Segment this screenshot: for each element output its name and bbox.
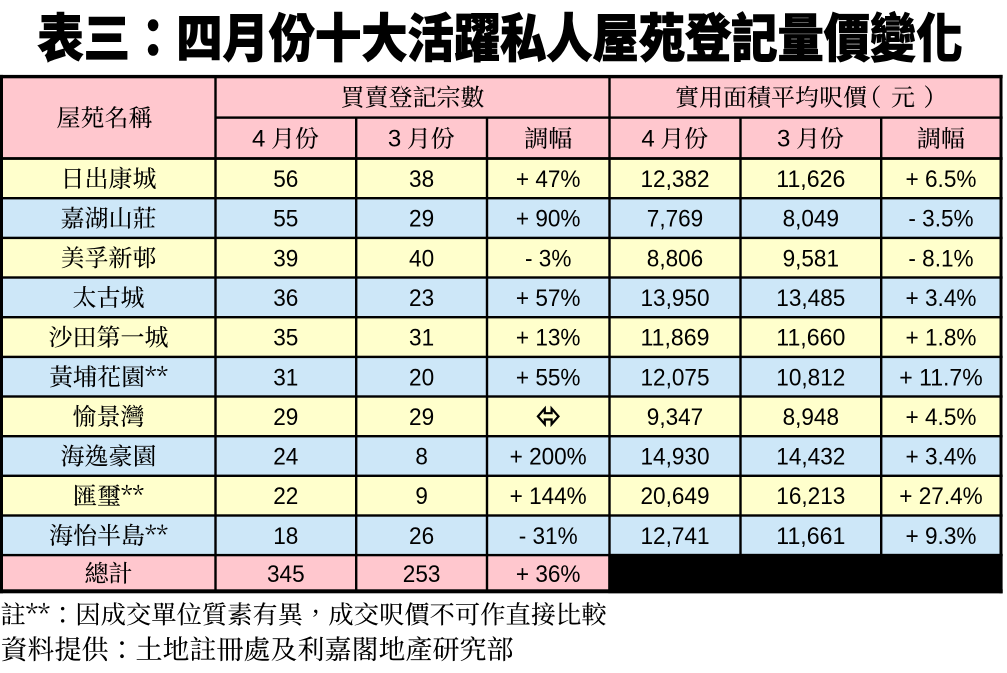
svg-text:55: 55 [273, 206, 298, 233]
svg-text:8,806: 8,806 [647, 245, 703, 272]
svg-text:+ 27.4%: + 27.4% [899, 483, 982, 510]
svg-text:18: 18 [273, 523, 298, 550]
svg-text:3: 3 [388, 125, 401, 152]
svg-text:9,581: 9,581 [783, 245, 839, 272]
svg-text:11,661: 11,661 [776, 523, 845, 550]
svg-text:24: 24 [273, 444, 298, 471]
svg-text:56: 56 [273, 166, 298, 193]
svg-text:10,812: 10,812 [776, 364, 845, 391]
svg-text:+ 13%: + 13% [516, 325, 581, 352]
svg-text:13,950: 13,950 [641, 285, 710, 312]
svg-text:12,741: 12,741 [641, 523, 710, 550]
svg-text:12,075: 12,075 [641, 364, 710, 391]
svg-text:35: 35 [273, 325, 298, 352]
svg-text:+ 55%: + 55% [516, 364, 581, 391]
svg-text:39: 39 [273, 245, 298, 272]
svg-text:12,382: 12,382 [641, 166, 710, 193]
svg-text:+ 1.8%: + 1.8% [906, 325, 977, 352]
svg-text:+ 4.5%: + 4.5% [906, 404, 977, 431]
svg-text:8,049: 8,049 [783, 206, 839, 233]
svg-text:+ 90%: + 90% [516, 206, 581, 233]
svg-text:+ 6.5%: + 6.5% [906, 166, 977, 193]
svg-text:31: 31 [409, 325, 434, 352]
svg-text:11,626: 11,626 [776, 166, 845, 193]
svg-text:4: 4 [252, 125, 265, 152]
svg-text:345: 345 [267, 561, 305, 588]
svg-text:16,213: 16,213 [776, 483, 845, 510]
svg-text:+ 9.3%: + 9.3% [906, 523, 977, 550]
svg-text:14,930: 14,930 [641, 444, 710, 471]
svg-text:9: 9 [415, 483, 428, 510]
svg-text:9,347: 9,347 [647, 404, 703, 431]
svg-text:36: 36 [273, 285, 298, 312]
svg-text:29: 29 [273, 404, 298, 431]
svg-text:+ 36%: + 36% [516, 561, 581, 588]
svg-text:- 31%: - 31% [519, 523, 578, 550]
svg-text:23: 23 [409, 285, 434, 312]
svg-text:20: 20 [409, 364, 434, 391]
svg-text:+ 57%: + 57% [516, 285, 581, 312]
svg-text:7,769: 7,769 [647, 206, 703, 233]
svg-text:- 3%: - 3% [525, 245, 571, 272]
svg-text:+ 11.7%: + 11.7% [899, 364, 982, 391]
svg-text:- 8.1%: - 8.1% [908, 245, 973, 272]
svg-text:22: 22 [273, 483, 298, 510]
svg-text:11,660: 11,660 [776, 325, 845, 352]
svg-text:13,485: 13,485 [776, 285, 845, 312]
svg-text:20,649: 20,649 [641, 483, 710, 510]
svg-text:40: 40 [409, 245, 434, 272]
svg-text:26: 26 [409, 523, 434, 550]
svg-text:+ 200%: + 200% [510, 444, 587, 471]
svg-text:29: 29 [409, 206, 434, 233]
svg-text:31: 31 [273, 364, 298, 391]
svg-text:- 3.5%: - 3.5% [908, 206, 973, 233]
svg-text:8: 8 [415, 444, 428, 471]
svg-text:+ 144%: + 144% [510, 483, 587, 510]
svg-text:+ 3.4%: + 3.4% [906, 444, 977, 471]
svg-text:3: 3 [777, 125, 790, 152]
svg-text:14,432: 14,432 [776, 444, 845, 471]
svg-text:38: 38 [409, 166, 434, 193]
svg-text:8,948: 8,948 [783, 404, 839, 431]
svg-text:253: 253 [403, 561, 441, 588]
svg-text:+ 47%: + 47% [516, 166, 581, 193]
svg-text:29: 29 [409, 404, 434, 431]
svg-text:4: 4 [641, 125, 654, 152]
svg-text:11,869: 11,869 [641, 325, 710, 352]
svg-text:+ 3.4%: + 3.4% [906, 285, 977, 312]
